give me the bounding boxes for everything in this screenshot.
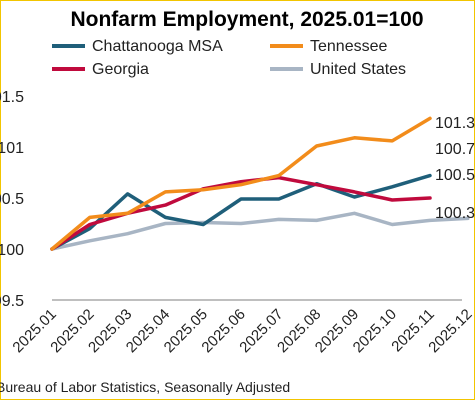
end-label-1: 100.7 [435, 141, 475, 158]
end-label-3: 100.5 [435, 167, 475, 184]
series-line-4 [50, 211, 470, 251]
end-label-4: 100.3 [435, 205, 475, 222]
y-tick-label: 101.5 [0, 89, 24, 106]
legend-label-4: United States [310, 61, 406, 78]
x-axis: 2025.012025.022025.032025.042025.052025.… [9, 299, 475, 356]
y-tick-label: 100.5 [0, 191, 24, 208]
legend-label-2: Tennessee [310, 38, 387, 55]
legend-label-1: Chattanooga MSA [92, 38, 223, 55]
y-tick-label: 99.5 [0, 293, 24, 310]
end-label-2: 101.3 [435, 115, 475, 132]
series-line-3 [50, 175, 432, 251]
chart-title: Nonfarm Employment, 2025.01=100 [70, 8, 423, 31]
end-labels: 100.7 101.3 100.5 100.3 [435, 115, 475, 222]
y-axis: 99.5 100 100.5 101 101.5 [0, 89, 24, 310]
legend-label-3: Georgia [92, 61, 149, 78]
y-tick-label: 101 [0, 140, 24, 157]
plot-area [50, 116, 470, 251]
y-tick-label: 100 [0, 242, 24, 259]
source-note: Bureau of Labor Statistics, Seasonally A… [0, 379, 290, 395]
legend: Chattanooga MSA Tennessee Georgia United St… [52, 38, 406, 78]
series-line-2 [50, 116, 432, 251]
